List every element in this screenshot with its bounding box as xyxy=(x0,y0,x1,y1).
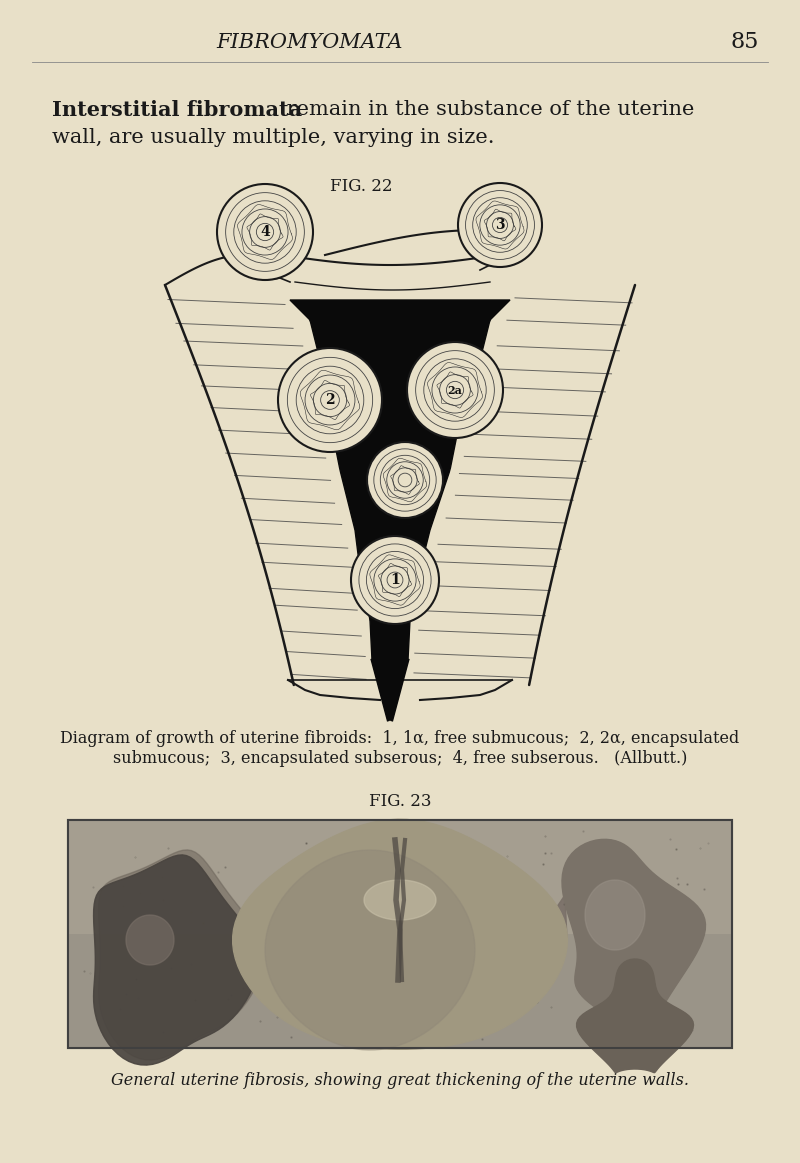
Polygon shape xyxy=(240,905,252,970)
Polygon shape xyxy=(585,880,645,950)
Text: 85: 85 xyxy=(731,31,759,53)
Circle shape xyxy=(407,342,503,438)
Polygon shape xyxy=(98,850,264,1059)
Circle shape xyxy=(367,442,443,518)
Circle shape xyxy=(217,184,313,280)
Text: General uterine fibrosis, showing great thickening of the uterine walls.: General uterine fibrosis, showing great … xyxy=(111,1072,689,1089)
Text: FIG. 22: FIG. 22 xyxy=(330,178,393,195)
Circle shape xyxy=(351,536,439,625)
Text: 3: 3 xyxy=(495,217,505,231)
Polygon shape xyxy=(126,915,174,965)
Polygon shape xyxy=(577,959,694,1072)
Text: Diagram of growth of uterine fibroids:  1, 1α, free submucous;  2, 2α, encapsula: Diagram of growth of uterine fibroids: 1… xyxy=(60,730,740,747)
Text: submucous;  3, encapsulated subserous;  4, free subserous.   (Allbutt.): submucous; 3, encapsulated subserous; 4,… xyxy=(113,750,687,768)
Text: 1: 1 xyxy=(390,573,400,587)
Circle shape xyxy=(278,348,382,452)
Text: remain in the substance of the uterine: remain in the substance of the uterine xyxy=(280,100,694,119)
Polygon shape xyxy=(94,855,259,1065)
Text: FIBROMYOMATA: FIBROMYOMATA xyxy=(217,33,403,51)
Polygon shape xyxy=(290,300,510,659)
Text: FIG. 23: FIG. 23 xyxy=(369,793,431,809)
Text: 2a: 2a xyxy=(447,385,462,395)
Polygon shape xyxy=(233,819,567,1049)
Polygon shape xyxy=(372,659,408,720)
Bar xyxy=(68,820,732,934)
Circle shape xyxy=(458,183,542,267)
Polygon shape xyxy=(364,880,436,920)
Text: Interstitial fibromata: Interstitial fibromata xyxy=(52,100,302,120)
Text: 2: 2 xyxy=(325,393,335,407)
Polygon shape xyxy=(265,850,475,1050)
Text: 4: 4 xyxy=(260,224,270,240)
Text: wall, are usually multiple, varying in size.: wall, are usually multiple, varying in s… xyxy=(52,128,494,147)
Polygon shape xyxy=(562,840,706,1030)
Bar xyxy=(68,820,732,1048)
Bar xyxy=(68,820,732,1048)
Polygon shape xyxy=(548,896,567,946)
Bar xyxy=(68,820,732,1048)
